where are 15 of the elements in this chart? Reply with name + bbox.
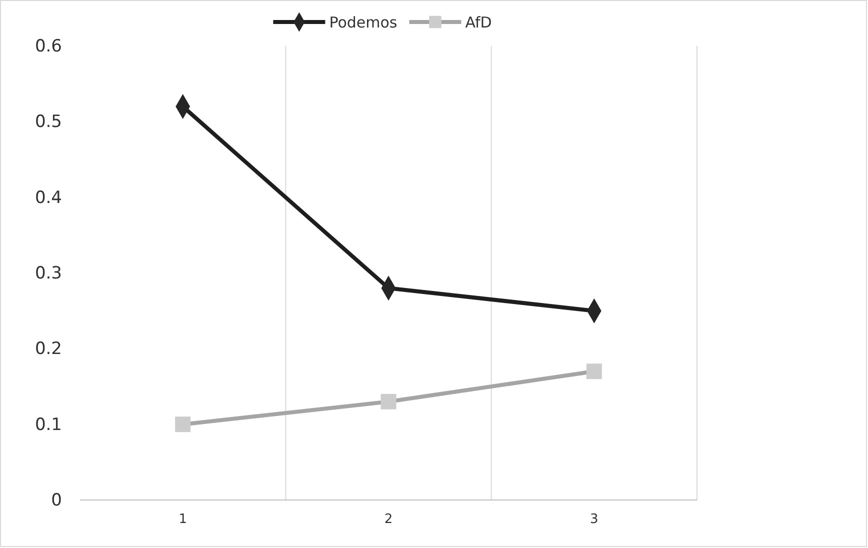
y-tick-label: 0.1 [34,414,62,435]
y-tick-label: 0.3 [34,263,62,284]
point [175,416,191,432]
y-tick-label: 0.6 [34,36,62,56]
x-tick-label: 3 [590,512,598,528]
x-tick-label: 1 [178,512,187,528]
legend-label: AfD [465,13,492,32]
x-tick-label: 2 [384,512,393,528]
point [586,364,602,380]
legend-label: Podemos [329,13,398,32]
point [380,394,396,410]
y-tick-label: 0 [51,490,62,510]
y-tick-label: 0.2 [34,339,62,360]
y-tick-label: 0.4 [34,188,62,208]
y-tick-label: 0.5 [34,112,62,132]
